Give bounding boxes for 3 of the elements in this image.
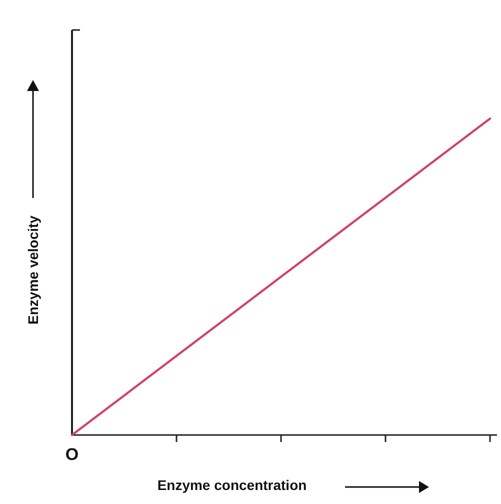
- x-axis-title: Enzyme concentration: [157, 477, 307, 493]
- text: O: [65, 445, 79, 464]
- y-axis-title: Enzyme velocity: [25, 215, 41, 324]
